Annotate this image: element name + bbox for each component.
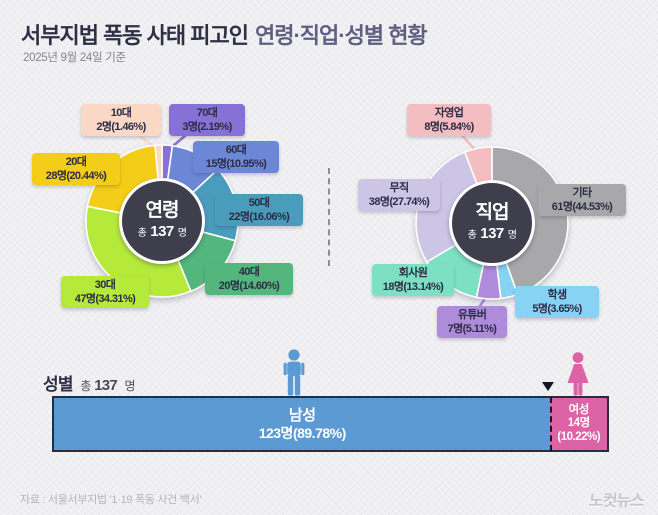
pie-label: 기타 61명(44.53%) bbox=[538, 184, 626, 217]
pie-label-category: 50대 bbox=[248, 197, 270, 209]
female-segment-label: 여성 bbox=[568, 403, 590, 416]
nocut-news-logo: 노컷뉴스 bbox=[587, 493, 645, 510]
gender-section-heading: 성별 총 137 명 bbox=[43, 375, 136, 394]
pie-label-value: 38명(27.74%) bbox=[368, 196, 430, 209]
down-triangle-icon bbox=[542, 382, 555, 391]
pie-label: 유튜버 7명(5.11%) bbox=[437, 306, 507, 339]
pie-label-category: 회사원 bbox=[398, 267, 428, 279]
pie-label-value: 22명(16.06%) bbox=[228, 211, 290, 224]
occupation-chart-title: 직업 bbox=[475, 201, 510, 223]
occupation-chart-center: 직업 총 137 명 bbox=[449, 180, 535, 266]
male-segment-label: 남성 bbox=[288, 406, 316, 424]
pie-label-category: 10대 bbox=[110, 107, 132, 119]
age-chart-title: 연령 bbox=[145, 199, 180, 221]
male-segment-value: 123명(89.78%) bbox=[258, 424, 347, 441]
pie-label-category: 자영업 bbox=[434, 107, 464, 119]
pie-label-category: 30대 bbox=[94, 279, 116, 291]
bar-divider-dashed-line bbox=[550, 397, 553, 451]
pie-label-category: 70대 bbox=[196, 107, 218, 119]
pie-label-value: 3명(2.19%) bbox=[182, 121, 232, 134]
pie-label-value: 2명(1.46%) bbox=[96, 121, 146, 134]
female-segment-value-pct: (10.22%) bbox=[557, 430, 601, 443]
age-chart-center: 연령 총 137 명 bbox=[119, 178, 205, 264]
as-of-date: 2025년 9월 24일 기준 bbox=[23, 52, 126, 64]
pie-label: 자영업 8명(5.84%) bbox=[407, 104, 491, 137]
age-chart-total: 총 137 명 bbox=[137, 223, 187, 241]
pie-label: 회사원 18명(13.14%) bbox=[372, 264, 454, 297]
pie-label-category: 기타 bbox=[572, 187, 592, 199]
pie-label: 70대 3명(2.19%) bbox=[169, 104, 245, 137]
pie-label: 60대 15명(10.95%) bbox=[193, 141, 279, 174]
pie-label-value: 5명(3.65%) bbox=[532, 303, 582, 316]
male-bar-segment: 남성 123명(89.78%) bbox=[54, 398, 551, 450]
pie-label-category: 학생 bbox=[547, 289, 567, 301]
pie-label: 30대 47명(34.31%) bbox=[61, 276, 149, 309]
pie-label: 20대 28명(20.44%) bbox=[32, 153, 120, 186]
gender-bar: 남성 123명(89.78%) 여성 14명 (10.22%) bbox=[52, 396, 609, 452]
pie-label: 10대 2명(1.46%) bbox=[81, 104, 161, 137]
pie-label: 50대 22명(16.06%) bbox=[215, 194, 303, 227]
pie-label: 무직 38명(27.74%) bbox=[358, 179, 440, 212]
female-segment-value-count: 14명 bbox=[567, 417, 590, 430]
pie-label-value: 8명(5.84%) bbox=[424, 121, 474, 134]
pie-label-value: 61명(44.53%) bbox=[551, 201, 613, 214]
pie-label-category: 60대 bbox=[225, 144, 247, 156]
gender-label: 성별 bbox=[43, 375, 73, 394]
female-bar-segment: 여성 14명 (10.22%) bbox=[550, 398, 607, 450]
pie-label-value: 47명(34.31%) bbox=[74, 293, 136, 306]
male-icon bbox=[283, 349, 305, 396]
page-title-main: 서부지법 폭동 사태 피고인 bbox=[21, 23, 249, 48]
pie-label-category: 20대 bbox=[65, 156, 87, 168]
page-title: 서부지법 폭동 사태 피고인 연령·직업·성별 현황 bbox=[21, 18, 428, 50]
pie-label: 40대 20명(14.60%) bbox=[205, 263, 293, 296]
pie-label-value: 18명(13.14%) bbox=[382, 281, 444, 294]
pie-label-value: 28명(20.44%) bbox=[45, 170, 107, 183]
pie-label-value: 20명(14.60%) bbox=[218, 280, 280, 293]
pie-label-category: 유튜버 bbox=[457, 309, 487, 321]
pie-label: 학생 5명(3.65%) bbox=[515, 286, 599, 319]
pie-label-category: 40대 bbox=[238, 266, 260, 278]
pie-label-category: 무직 bbox=[389, 182, 409, 194]
pie-label-value: 7명(5.11%) bbox=[447, 323, 497, 336]
pie-label-value: 15명(10.95%) bbox=[205, 158, 267, 171]
female-icon bbox=[567, 352, 589, 396]
page-title-accent: 연령·직업·성별 현황 bbox=[254, 23, 428, 48]
occupation-chart-total: 총 137 명 bbox=[467, 225, 517, 243]
source-note: 자료 : 서울서부지법 '1·19 폭동 사건 백서' bbox=[20, 494, 202, 506]
vertical-divider bbox=[328, 168, 330, 266]
